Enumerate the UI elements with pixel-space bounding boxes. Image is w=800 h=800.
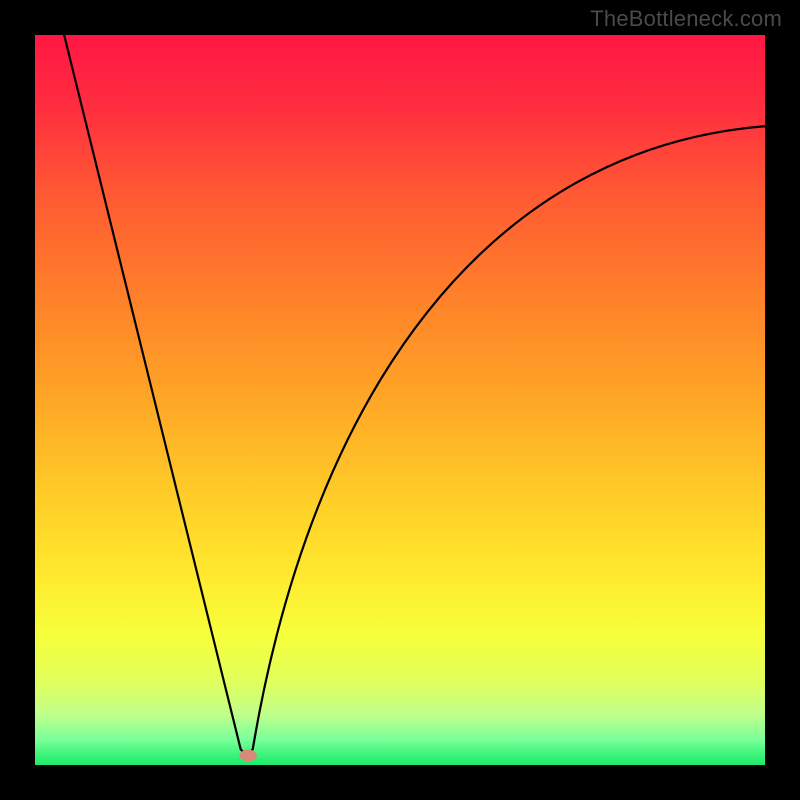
plot-svg bbox=[35, 35, 765, 765]
attribution-text: TheBottleneck.com bbox=[590, 6, 782, 32]
gradient-background bbox=[35, 35, 765, 765]
outer-frame: TheBottleneck.com bbox=[0, 0, 800, 800]
plot-area bbox=[35, 35, 765, 765]
notch-marker bbox=[239, 750, 257, 762]
